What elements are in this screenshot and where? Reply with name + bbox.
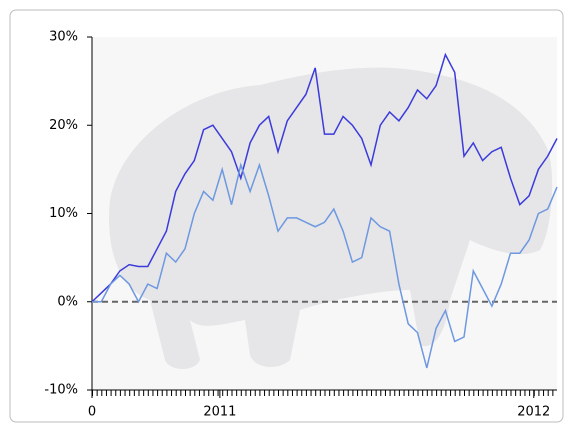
series-line bbox=[92, 162, 558, 369]
y-tick-label: 30% bbox=[49, 30, 78, 45]
x-tick-label: 2011 bbox=[203, 405, 236, 420]
y-tick-label: 0% bbox=[57, 294, 78, 309]
x-tick-label: 0 bbox=[88, 405, 96, 420]
y-tick-label: -10% bbox=[44, 383, 78, 398]
x-tick-label: 2012 bbox=[517, 405, 550, 420]
y-tick-label: 20% bbox=[49, 118, 78, 133]
series-line bbox=[91, 52, 558, 303]
y-tick-label: 10% bbox=[49, 206, 78, 221]
bear-watermark bbox=[109, 67, 553, 369]
